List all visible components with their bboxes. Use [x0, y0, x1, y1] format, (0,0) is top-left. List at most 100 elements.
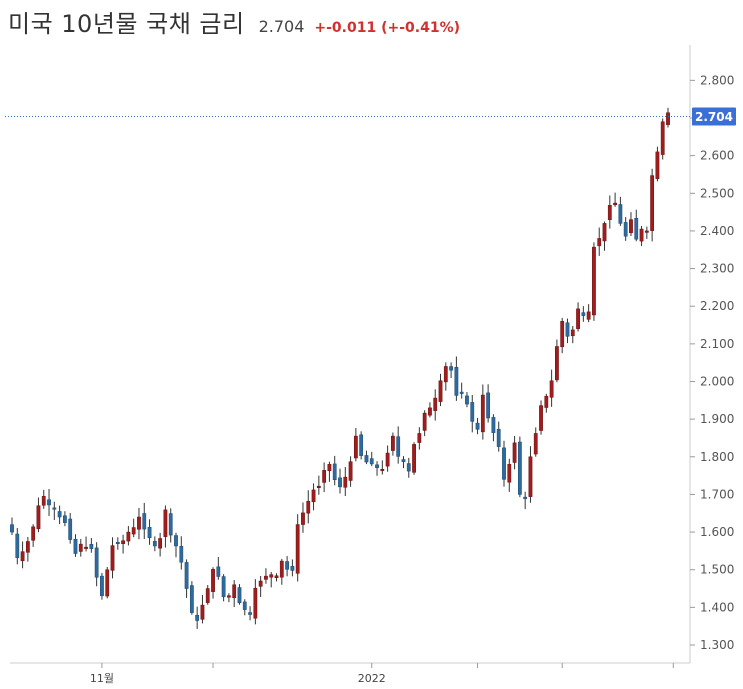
candle-body	[523, 496, 528, 499]
candle-body	[115, 541, 120, 544]
candle-body	[142, 513, 147, 530]
candle-body	[613, 202, 617, 206]
candle-body	[401, 459, 406, 462]
candle-body	[396, 436, 401, 457]
candle-body	[105, 569, 110, 597]
candle-body	[586, 311, 591, 320]
candle-body	[475, 422, 480, 430]
candle-body	[322, 470, 327, 483]
candle-body	[84, 546, 88, 549]
candle-body	[549, 380, 554, 398]
candle-body	[332, 463, 337, 480]
candle-body	[195, 614, 200, 621]
candle-body	[31, 526, 36, 541]
candle-body	[412, 444, 416, 473]
candle-body	[184, 562, 189, 589]
candle-body	[496, 428, 501, 447]
candle-body	[63, 515, 67, 523]
last-value-label: 2.704	[695, 110, 733, 124]
candle-body	[406, 463, 411, 472]
last-value-tag	[692, 107, 736, 126]
candle-body	[502, 447, 506, 480]
y-tick-label: 2.800	[700, 73, 734, 87]
y-tick-label: 1.300	[700, 638, 734, 652]
candle-body	[592, 246, 596, 316]
candle-body	[486, 392, 491, 419]
candle-body	[269, 574, 274, 578]
candle-body	[597, 238, 602, 247]
candle-body	[15, 533, 20, 558]
candle-body	[634, 218, 639, 240]
candle-body	[623, 222, 628, 237]
candle-body	[512, 442, 517, 463]
chart-title: 미국 10년물 국채 금리	[8, 10, 245, 38]
candle-body	[391, 435, 395, 451]
y-tick-label: 1.400	[700, 600, 734, 614]
candle-body	[200, 604, 205, 620]
candle-body	[78, 543, 83, 552]
candle-body	[353, 435, 358, 459]
candle-body	[311, 489, 316, 503]
candle-body	[565, 322, 570, 337]
candle-body	[227, 595, 231, 598]
candle-body	[25, 541, 30, 553]
candle-body	[428, 407, 432, 416]
y-tick-label: 1.700	[700, 487, 734, 501]
candle-body	[41, 496, 46, 506]
candle-body	[581, 312, 586, 316]
candle-body	[666, 112, 670, 125]
candle-body	[20, 551, 25, 562]
candle-body	[221, 576, 226, 598]
y-tick-label: 2.200	[700, 299, 734, 313]
candle-body	[279, 560, 284, 578]
candle-body	[533, 433, 538, 455]
candle-body	[274, 575, 279, 578]
candle-body	[443, 366, 448, 383]
candle-body	[576, 308, 580, 329]
candle-body	[422, 412, 427, 431]
y-tick-label: 1.900	[700, 412, 734, 426]
candle-body	[68, 518, 73, 540]
candle-body	[301, 512, 305, 525]
candle-body	[607, 205, 612, 220]
candle-body	[480, 394, 485, 433]
candle-body	[470, 402, 475, 422]
candle-body	[100, 575, 104, 596]
candle-body	[131, 527, 136, 535]
candle-body	[491, 417, 496, 433]
candle-body	[560, 321, 565, 348]
candle-body	[327, 464, 332, 472]
candle-body	[189, 585, 194, 613]
y-tick-label: 2.600	[700, 149, 734, 163]
candle-body	[385, 452, 390, 467]
candle-body	[285, 561, 289, 570]
candle-body	[121, 540, 125, 545]
candle-body	[126, 531, 131, 542]
y-tick-label: 2.100	[700, 337, 734, 351]
candle-body	[454, 367, 459, 396]
chart-header: 미국 10년물 국채 금리 2.704 +-0.011 (+-0.41%)	[8, 4, 460, 38]
candle-body	[232, 584, 237, 598]
candle-body	[618, 204, 623, 224]
candle-body	[216, 566, 221, 577]
candle-body	[417, 433, 422, 443]
x-tick-label: 2022	[358, 672, 386, 685]
candle-body	[10, 524, 14, 533]
candle-body	[316, 485, 321, 488]
candle-body	[179, 546, 184, 563]
candle-body	[36, 505, 41, 530]
candle-body	[570, 329, 575, 337]
y-tick-label: 1.600	[700, 525, 734, 539]
candle-body	[237, 587, 242, 604]
candle-body	[343, 476, 348, 488]
candle-body	[544, 395, 549, 408]
candle-body	[89, 543, 94, 549]
current-price: 2.704	[258, 17, 305, 36]
candle-body	[290, 566, 295, 571]
candle-body	[306, 500, 311, 514]
candle-body	[348, 461, 353, 481]
candle-body	[629, 219, 633, 234]
candle-body	[375, 464, 379, 468]
candle-body	[639, 228, 644, 242]
